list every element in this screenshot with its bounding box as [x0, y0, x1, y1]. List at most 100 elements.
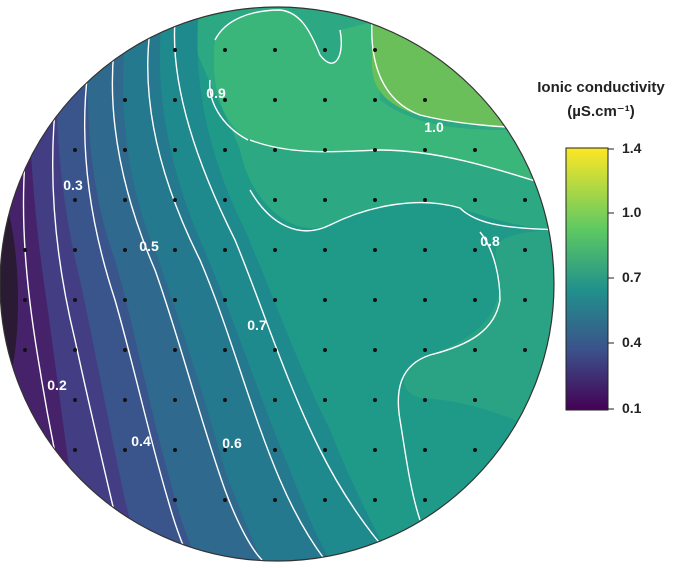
- colorbar-tick-label: 0.4: [622, 334, 642, 350]
- measurement-dot: [273, 98, 277, 102]
- measurement-dot: [373, 198, 377, 202]
- measurement-dot: [223, 298, 227, 302]
- contour-0.9: [209, 9, 342, 141]
- contour-label-0.7: 0.7: [247, 317, 267, 333]
- measurement-dot: [273, 398, 277, 402]
- measurement-dot: [423, 398, 427, 402]
- colorbar-tick-label: 1.0: [622, 204, 642, 220]
- measurement-dot: [123, 248, 127, 252]
- measurement-dot: [373, 348, 377, 352]
- measurement-dot: [273, 248, 277, 252]
- contour-label-0.3: 0.3: [63, 177, 83, 193]
- colorbar-units: (µS.cm⁻¹): [567, 103, 635, 120]
- measurement-dot: [273, 498, 277, 502]
- measurement-dot: [223, 498, 227, 502]
- contour-0.4: [84, 69, 191, 561]
- measurement-dot: [223, 248, 227, 252]
- measurement-dot: [473, 198, 477, 202]
- measurement-dot: [373, 98, 377, 102]
- measurement-dot: [223, 148, 227, 152]
- measurement-dot: [23, 348, 27, 352]
- measurement-dot: [323, 448, 327, 452]
- measurement-dot: [73, 298, 77, 302]
- contour-label-0.8: 0.8: [480, 233, 500, 249]
- measurement-dot: [173, 348, 177, 352]
- measurement-dot: [423, 448, 427, 452]
- measurement-dot: [323, 398, 327, 402]
- measurement-dot: [423, 248, 427, 252]
- measurement-dot: [473, 398, 477, 402]
- measurement-dot: [123, 398, 127, 402]
- measurement-dot: [473, 448, 477, 452]
- contour-label-0.2: 0.2: [47, 377, 67, 393]
- measurement-dot: [373, 398, 377, 402]
- measurement-dot: [173, 98, 177, 102]
- measurement-dot: [373, 48, 377, 52]
- measurement-dot: [473, 248, 477, 252]
- measurement-dot: [373, 148, 377, 152]
- measurement-dot: [173, 198, 177, 202]
- measurement-dot: [473, 148, 477, 152]
- measurement-dot: [173, 448, 177, 452]
- measurement-dot: [73, 348, 77, 352]
- measurement-dot: [323, 98, 327, 102]
- measurement-dot: [173, 48, 177, 52]
- measurement-dot: [423, 348, 427, 352]
- measurement-dot: [73, 398, 77, 402]
- measurement-dot: [323, 48, 327, 52]
- measurement-dot: [423, 198, 427, 202]
- measurement-dot: [473, 298, 477, 302]
- measurement-dot: [423, 498, 427, 502]
- measurement-dot: [323, 148, 327, 152]
- measurement-dot: [223, 98, 227, 102]
- measurement-dot: [223, 398, 227, 402]
- measurement-dot: [323, 348, 327, 352]
- measurement-dot: [123, 298, 127, 302]
- contour-0.8-lobe: [397, 231, 501, 521]
- measurement-dot: [323, 498, 327, 502]
- measurement-dot: [123, 98, 127, 102]
- measurement-dot: [273, 48, 277, 52]
- measurement-dot: [373, 298, 377, 302]
- region-0.8-lobe: [404, 230, 554, 440]
- contour-label-1.0: 1.0: [424, 119, 444, 135]
- measurement-dot: [523, 348, 527, 352]
- contour-0.7: [173, 19, 396, 561]
- measurement-dot: [123, 448, 127, 452]
- colorbar-tick-label: 1.4: [622, 140, 642, 156]
- measurement-dot: [123, 198, 127, 202]
- contour-label-0.4: 0.4: [131, 433, 151, 449]
- measurement-dot: [23, 298, 27, 302]
- contour-label-0.6: 0.6: [222, 435, 242, 451]
- measurement-dot: [273, 348, 277, 352]
- map-outline: [0, 6, 555, 562]
- measurement-dot: [173, 398, 177, 402]
- contour-0.5: [111, 39, 263, 561]
- measurement-dot: [223, 348, 227, 352]
- measurement-dot: [123, 348, 127, 352]
- measurement-dot: [73, 148, 77, 152]
- measurement-dot: [73, 448, 77, 452]
- measurement-dot: [173, 498, 177, 502]
- colorbar: [565, 147, 609, 411]
- measurement-dot: [273, 198, 277, 202]
- measurement-dot: [423, 148, 427, 152]
- measurement-dot: [423, 98, 427, 102]
- contour-0.6: [147, 29, 326, 561]
- measurement-dot: [23, 248, 27, 252]
- measurement-dot: [273, 298, 277, 302]
- measurement-dot: [523, 198, 527, 202]
- measurement-dot: [323, 198, 327, 202]
- colorbar-tick-label: 0.1: [622, 400, 642, 416]
- measurement-dot: [523, 298, 527, 302]
- measurement-dot: [323, 298, 327, 302]
- measurement-dot: [173, 248, 177, 252]
- measurement-dot: [373, 498, 377, 502]
- region-0.9: [213, 10, 549, 185]
- measurement-dot: [273, 448, 277, 452]
- measurement-dot: [223, 198, 227, 202]
- measurement-dot: [123, 148, 127, 152]
- colorbar-tick-label: 0.7: [622, 269, 642, 285]
- measurement-dot: [273, 148, 277, 152]
